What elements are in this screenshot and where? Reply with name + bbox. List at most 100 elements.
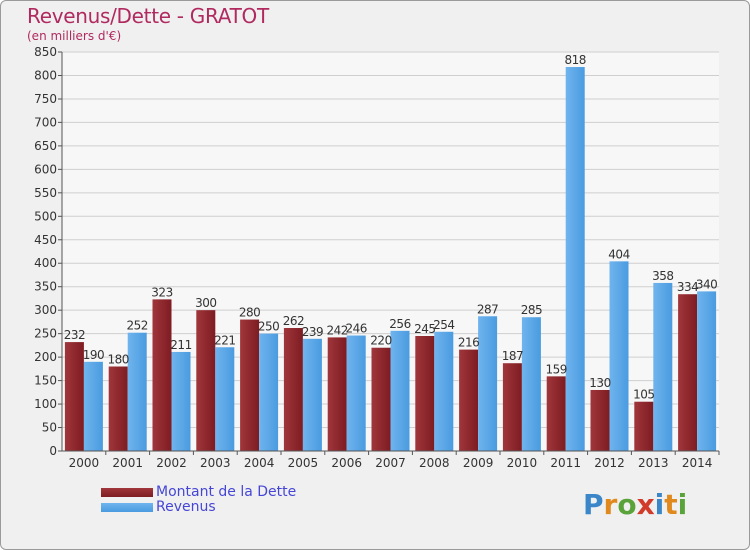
dette-value-label: 159 bbox=[545, 362, 566, 376]
x-tick-label: 2005 bbox=[288, 456, 319, 470]
y-tick-label: 750 bbox=[34, 92, 57, 106]
dette-bar bbox=[678, 294, 698, 451]
dette-value-label: 280 bbox=[239, 306, 260, 320]
dette-value-label: 187 bbox=[502, 349, 523, 363]
y-tick-label: 850 bbox=[34, 45, 57, 59]
dette-value-label: 220 bbox=[370, 334, 391, 348]
logo-letter: i bbox=[654, 488, 665, 521]
chart-title: Revenus/Dette - GRATOT bbox=[27, 4, 269, 28]
dette-bar bbox=[590, 389, 610, 451]
dette-bar bbox=[240, 319, 260, 451]
revenus-value-label: 252 bbox=[126, 319, 147, 333]
dette-bar bbox=[196, 310, 216, 451]
y-tick-label: 550 bbox=[34, 186, 57, 200]
y-tick-label: 50 bbox=[42, 421, 57, 435]
y-tick-label: 150 bbox=[34, 374, 57, 388]
dette-bar bbox=[459, 349, 479, 451]
revenus-value-label: 818 bbox=[564, 53, 585, 67]
axes-layer: 0 50 100 150 200 250 300 350 400 450 500 550 600 650 7… bbox=[34, 45, 720, 470]
revenus-value-label: 285 bbox=[521, 303, 542, 317]
legend-label-dette: Montant de la Dette bbox=[156, 484, 297, 500]
x-tick-label: 2004 bbox=[244, 456, 275, 470]
proxiti-logo: Proxiti bbox=[583, 488, 687, 521]
dette-value-label: 105 bbox=[633, 388, 654, 402]
revenus-value-label: 221 bbox=[214, 333, 235, 347]
x-tick-label: 2008 bbox=[419, 456, 450, 470]
y-tick-label: 250 bbox=[34, 327, 57, 341]
revenus-value-label: 254 bbox=[433, 318, 454, 332]
y-tick-label: 700 bbox=[34, 115, 57, 129]
y-tick-label: 200 bbox=[34, 350, 57, 364]
revenus-bar bbox=[653, 282, 673, 451]
x-tick-label: 2000 bbox=[69, 456, 100, 470]
x-tick-label: 2013 bbox=[638, 456, 669, 470]
dette-bar bbox=[502, 363, 522, 451]
logo-letter: t bbox=[664, 488, 678, 521]
dette-value-label: 334 bbox=[677, 280, 698, 294]
revenus-value-label: 250 bbox=[258, 320, 279, 334]
dette-bar bbox=[64, 342, 84, 451]
dette-bar bbox=[327, 337, 347, 451]
dette-value-label: 216 bbox=[458, 336, 479, 350]
logo-letter: o bbox=[617, 488, 637, 521]
x-tick-label: 2012 bbox=[594, 456, 625, 470]
legend-label-revenus: Revenus bbox=[156, 499, 216, 515]
y-tick-label: 300 bbox=[34, 303, 57, 317]
legend-swatch-dette bbox=[101, 488, 153, 497]
x-tick-label: 2002 bbox=[156, 456, 187, 470]
revenus-bar bbox=[171, 351, 191, 451]
logo-letter: P bbox=[583, 488, 604, 521]
revenus-bar bbox=[434, 331, 454, 451]
revenus-bar bbox=[346, 335, 366, 451]
x-tick-label: 2003 bbox=[200, 456, 231, 470]
revenus-bar bbox=[83, 361, 103, 451]
dette-bar bbox=[371, 347, 391, 451]
dette-value-label: 242 bbox=[326, 323, 347, 337]
revenus-bar bbox=[697, 291, 717, 451]
dette-bar bbox=[415, 335, 435, 451]
dette-value-label: 300 bbox=[195, 296, 216, 310]
revenus-bar bbox=[259, 333, 279, 451]
chart-subtitle: (en milliers d'€) bbox=[27, 29, 122, 43]
y-tick-label: 800 bbox=[34, 68, 57, 82]
dette-value-label: 180 bbox=[107, 353, 128, 367]
x-tick-label: 2011 bbox=[550, 456, 581, 470]
x-tick-label: 2001 bbox=[112, 456, 143, 470]
legend-swatch-revenus bbox=[101, 503, 153, 512]
x-tick-label: 2007 bbox=[375, 456, 406, 470]
revenus-bar bbox=[215, 347, 235, 451]
revenus-bar bbox=[609, 261, 629, 451]
y-tick-label: 650 bbox=[34, 139, 57, 153]
revenus-value-label: 287 bbox=[477, 302, 498, 316]
revenus-bar bbox=[565, 67, 585, 451]
revenus-value-label: 256 bbox=[389, 317, 410, 331]
logo-letter: i bbox=[677, 488, 688, 521]
revenus-value-label: 404 bbox=[608, 247, 629, 261]
revenus-bar bbox=[127, 332, 147, 451]
logo-letter: x bbox=[636, 488, 655, 521]
revenus-value-label: 190 bbox=[83, 348, 104, 362]
revenus-bar bbox=[521, 317, 541, 451]
revenus-value-label: 211 bbox=[170, 338, 191, 352]
y-tick-label: 0 bbox=[49, 444, 57, 458]
dette-bar bbox=[546, 376, 566, 451]
x-tick-label: 2010 bbox=[507, 456, 538, 470]
y-tick-label: 400 bbox=[34, 256, 57, 270]
y-tick-label: 100 bbox=[34, 397, 57, 411]
dette-value-label: 323 bbox=[151, 285, 172, 299]
revenus-value-label: 340 bbox=[696, 277, 717, 291]
dette-bar bbox=[152, 299, 172, 451]
y-tick-label: 500 bbox=[34, 209, 57, 223]
revenus-value-label: 246 bbox=[345, 322, 366, 336]
dette-value-label: 232 bbox=[64, 328, 85, 342]
dette-bar bbox=[283, 328, 303, 451]
logo-letter: r bbox=[603, 488, 618, 521]
dette-bar bbox=[108, 366, 128, 451]
bars-layer bbox=[64, 67, 717, 451]
y-tick-label: 600 bbox=[34, 162, 57, 176]
dette-value-label: 262 bbox=[283, 314, 304, 328]
dette-bar bbox=[634, 401, 654, 451]
revenus-bar bbox=[302, 338, 322, 451]
